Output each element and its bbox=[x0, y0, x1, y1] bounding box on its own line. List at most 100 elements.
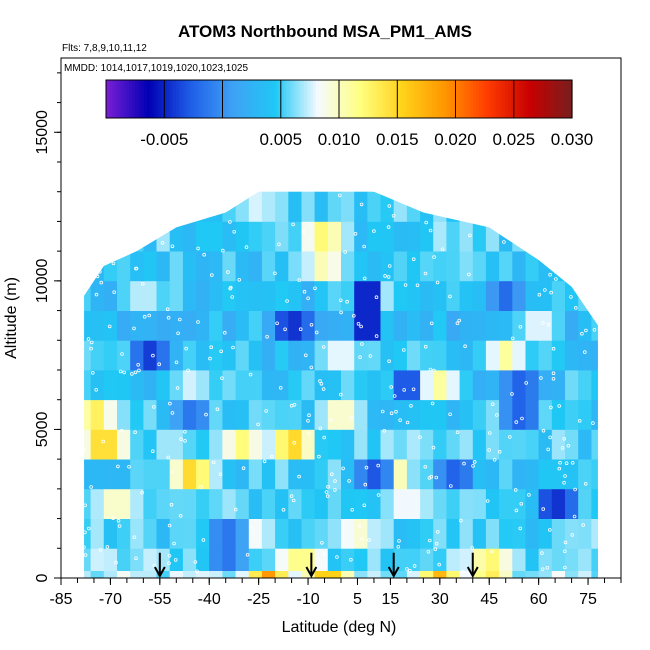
heatmap-cell bbox=[169, 280, 184, 311]
colorbar-segment bbox=[274, 80, 279, 118]
heatmap-cell bbox=[143, 251, 158, 282]
heatmap-cell bbox=[275, 399, 289, 430]
sample-point bbox=[283, 327, 287, 332]
heatmap-cell bbox=[578, 310, 592, 341]
sample-points bbox=[84, 193, 598, 574]
heatmap-cell bbox=[551, 518, 566, 549]
sample-point bbox=[186, 368, 190, 373]
sample-point bbox=[218, 472, 223, 477]
sample-point bbox=[173, 558, 178, 562]
heatmap-cell bbox=[472, 459, 487, 490]
heatmap-cell bbox=[446, 280, 461, 311]
sample-point bbox=[275, 321, 279, 326]
heatmap-cell bbox=[538, 459, 553, 490]
heatmap-cell bbox=[196, 310, 210, 341]
sample-point bbox=[107, 324, 112, 329]
colorbar-segment bbox=[440, 80, 445, 118]
sample-point bbox=[140, 490, 144, 495]
sample-point bbox=[359, 324, 363, 329]
heatmap-cell bbox=[196, 488, 210, 519]
sample-point bbox=[116, 518, 121, 523]
heatmap-cell bbox=[117, 340, 131, 371]
colorbar-segment bbox=[353, 80, 358, 118]
heatmap-cell bbox=[341, 459, 355, 490]
sample-point bbox=[167, 561, 171, 565]
sample-point bbox=[455, 321, 460, 326]
heatmap-cell bbox=[182, 221, 197, 252]
heatmap-cell bbox=[525, 340, 540, 371]
heatmap-cell bbox=[393, 429, 408, 460]
colorbar-segment bbox=[408, 80, 413, 118]
heatmap-cell bbox=[275, 191, 289, 222]
sample-point bbox=[563, 474, 567, 478]
sample-point bbox=[563, 540, 568, 545]
sample-point bbox=[573, 487, 577, 492]
sample-point bbox=[170, 411, 175, 415]
sample-point bbox=[306, 431, 311, 436]
colorbar-segment bbox=[289, 80, 294, 118]
sample-point bbox=[566, 443, 571, 448]
heatmap-cell bbox=[406, 459, 421, 490]
heatmap-cell bbox=[209, 399, 223, 430]
heatmap-cell bbox=[420, 518, 434, 549]
heatmap-cell bbox=[341, 399, 355, 430]
colorbar-segment bbox=[388, 80, 393, 118]
colorbar-segment bbox=[475, 80, 480, 118]
y-tick-label: 10000 bbox=[34, 259, 51, 304]
heatmap-cell bbox=[248, 518, 263, 549]
sample-point bbox=[114, 560, 118, 565]
heatmap-cell bbox=[551, 488, 566, 519]
sample-point bbox=[472, 460, 477, 464]
heatmap-cell bbox=[525, 518, 540, 549]
heatmap-cell bbox=[156, 310, 171, 341]
heatmap-cell bbox=[169, 370, 184, 401]
sample-point bbox=[368, 354, 373, 358]
colorbar-segment bbox=[228, 80, 232, 118]
sample-point bbox=[309, 365, 314, 370]
colorbar-segment bbox=[304, 80, 308, 118]
sample-point bbox=[321, 345, 326, 349]
heatmap-cell bbox=[551, 280, 566, 311]
heatmap-cell bbox=[130, 488, 144, 519]
heatmap-cell bbox=[420, 221, 434, 252]
heatmap-cells bbox=[84, 191, 598, 578]
heatmap-cell bbox=[209, 280, 223, 311]
heatmap-cell bbox=[261, 399, 276, 430]
colorbar-segment bbox=[307, 80, 311, 118]
sample-point bbox=[349, 557, 353, 562]
heatmap-cell bbox=[446, 518, 461, 549]
sample-point bbox=[89, 485, 93, 489]
sample-point bbox=[199, 485, 203, 489]
colorbar-segment bbox=[132, 80, 136, 118]
heatmap-cell bbox=[591, 540, 598, 571]
sample-point bbox=[562, 436, 567, 441]
heatmap-cell bbox=[446, 488, 461, 519]
heatmap-cell bbox=[196, 399, 210, 430]
heatmap-cell bbox=[433, 310, 447, 341]
heatmap-cell bbox=[156, 488, 171, 519]
heatmap-cell bbox=[525, 459, 540, 490]
heatmap-cell bbox=[433, 251, 447, 282]
heatmap-cell bbox=[459, 280, 474, 311]
heatmap-cell bbox=[459, 518, 474, 549]
colorbar-segment bbox=[537, 80, 541, 118]
heatmap-cell bbox=[406, 488, 421, 519]
sample-point bbox=[430, 401, 435, 406]
heatmap-cell bbox=[222, 488, 237, 519]
heatmap-cell bbox=[261, 488, 276, 519]
heatmap-cell bbox=[117, 488, 131, 519]
colorbar-segment bbox=[373, 80, 378, 118]
sample-point bbox=[558, 460, 562, 465]
heatmap-cell bbox=[288, 251, 303, 282]
heatmap-cell bbox=[103, 459, 118, 490]
sample-point bbox=[226, 270, 230, 274]
heatmap-cell bbox=[103, 370, 118, 401]
colorbar-segment bbox=[161, 80, 165, 118]
y-tick-label: 5000 bbox=[34, 412, 51, 448]
colorbar-segment bbox=[202, 80, 206, 118]
heatmap-cell bbox=[235, 518, 250, 549]
sample-point bbox=[292, 402, 297, 407]
x-tick-label: -40 bbox=[198, 591, 221, 608]
heatmap-cell bbox=[538, 370, 553, 401]
heatmap-cell bbox=[433, 459, 447, 490]
